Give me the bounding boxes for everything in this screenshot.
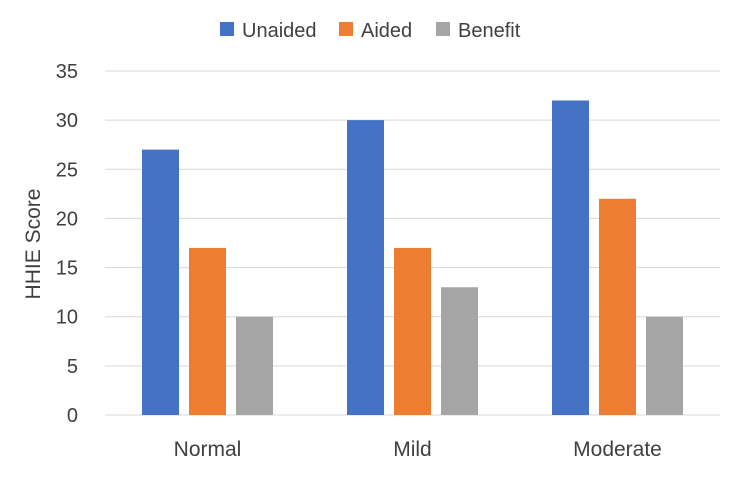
bar-aided-moderate bbox=[599, 198, 636, 415]
bar-aided-mild bbox=[394, 247, 431, 415]
bar-benefit-mild bbox=[441, 287, 478, 415]
bar-unaided-moderate bbox=[552, 100, 589, 415]
legend-label-aided: Aided bbox=[361, 20, 412, 42]
y-axis-ticks: 0 5 10 15 20 25 30 35 bbox=[56, 61, 78, 427]
y-tick-label: 0 bbox=[67, 405, 78, 427]
y-tick-label: 20 bbox=[56, 208, 78, 230]
y-tick-label: 10 bbox=[56, 307, 78, 329]
legend-swatch-aided bbox=[339, 22, 353, 36]
bar-unaided-mild bbox=[347, 120, 384, 416]
y-tick-label: 15 bbox=[56, 258, 78, 280]
x-tick-label: Mild bbox=[393, 438, 432, 461]
x-tick-label: Moderate bbox=[573, 438, 662, 461]
y-tick-label: 30 bbox=[56, 110, 78, 132]
y-tick-label: 5 bbox=[67, 356, 78, 378]
y-tick-label: 35 bbox=[56, 61, 78, 83]
legend-swatch-unaided bbox=[220, 22, 234, 36]
x-axis-ticks: Normal Mild Moderate bbox=[174, 438, 662, 461]
bar-aided-normal bbox=[189, 247, 226, 415]
y-axis-label: HHIE Score bbox=[22, 189, 45, 300]
legend-label-unaided: Unaided bbox=[242, 20, 317, 42]
bars bbox=[142, 100, 683, 416]
bar-benefit-moderate bbox=[646, 316, 683, 415]
bar-unaided-normal bbox=[142, 149, 179, 415]
legend-swatch-benefit bbox=[436, 22, 450, 36]
bar-benefit-normal bbox=[236, 316, 273, 415]
legend-label-benefit: Benefit bbox=[458, 20, 521, 42]
y-tick-label: 25 bbox=[56, 159, 78, 181]
legend: Unaided Aided Benefit bbox=[220, 20, 521, 42]
x-tick-label: Normal bbox=[174, 438, 242, 461]
